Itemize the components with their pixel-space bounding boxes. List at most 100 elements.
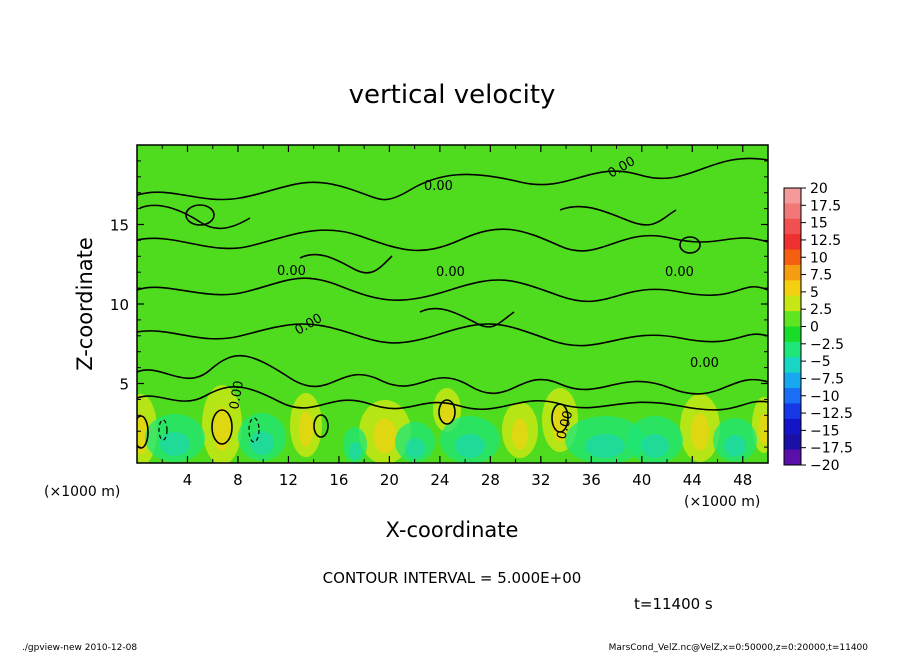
chart-title: vertical velocity	[349, 80, 556, 110]
downdraft-core	[405, 438, 425, 458]
colorbar-label: −20	[810, 458, 840, 474]
colorbar-label: −12.5	[810, 406, 853, 422]
colorbar-swatch	[784, 249, 801, 266]
contour-value-label: 0.00	[424, 179, 453, 194]
footer-right: MarsCond_VelZ.nc@VelZ,x=0:50000,z=0:2000…	[609, 643, 869, 653]
contour-value-label: 0.00	[665, 265, 694, 280]
colorbar-swatch	[784, 188, 801, 204]
y-axis-title: Z-coordinate	[73, 237, 97, 371]
colorbar-label: −10	[810, 389, 840, 405]
updraft-core	[551, 406, 569, 442]
x-tick-label: 24	[430, 471, 449, 489]
colorbar-label: 2.5	[810, 302, 832, 318]
colorbar-label: 10	[810, 250, 828, 266]
colorbar-swatch	[784, 311, 801, 327]
x-tick-label: 8	[233, 471, 243, 489]
colorbar-label: −15	[810, 423, 840, 439]
colorbar-label: 12.5	[810, 233, 841, 249]
updraft-core	[758, 413, 768, 445]
x-ticks: 4 8 12 16 20 24 28 32 36 40 44 48	[161, 145, 752, 489]
downdraft-core	[160, 432, 190, 456]
x-tick-label: 44	[683, 471, 702, 489]
x-tick-label: 32	[531, 471, 550, 489]
contour-line	[299, 253, 393, 274]
contour-interval-text: CONTOUR INTERVAL = 5.000E+00	[323, 569, 582, 587]
colorbar-label: −5	[810, 354, 831, 370]
downdraft-core	[349, 442, 361, 460]
contour-value-label: 0.00	[690, 356, 719, 371]
field-blobs	[137, 385, 768, 463]
colorbar-label: 7.5	[810, 268, 832, 284]
colorbar-swatch	[784, 372, 801, 389]
colorbar-label: 20	[810, 181, 828, 197]
contour-line	[559, 205, 677, 226]
downdraft-core	[455, 434, 485, 458]
updraft-core	[298, 411, 314, 447]
colorbar-swatch	[784, 203, 801, 220]
updraft-core	[511, 418, 529, 450]
colorbar-swatch	[784, 388, 801, 404]
downdraft-core	[585, 434, 625, 458]
contour-ring	[185, 204, 215, 226]
colorbar-swatch	[784, 264, 801, 281]
downdraft-core	[641, 434, 669, 458]
updraft-core	[213, 407, 231, 451]
colorbar-swatch	[784, 357, 801, 374]
contour-value-label: 0.00	[227, 380, 247, 411]
colorbar	[783, 187, 802, 466]
colorbar-swatch	[784, 403, 801, 420]
contour-value-label: 0.00	[436, 265, 465, 280]
contour-value-label: 0.00	[277, 264, 306, 279]
contour-line	[137, 323, 768, 347]
x-tick-label: 4	[183, 471, 193, 489]
contour-ring	[679, 236, 701, 254]
contour-line	[419, 307, 515, 328]
updraft-core	[691, 413, 709, 451]
contour-ring	[137, 415, 149, 449]
contour-ring	[313, 414, 329, 438]
x-unit-right: (×1000 m)	[684, 494, 760, 510]
contour-ring	[551, 403, 569, 433]
x-tick-label: 28	[481, 471, 500, 489]
y-tick-label: 15	[110, 217, 129, 235]
x-unit-left: (×1000 m)	[44, 484, 120, 500]
colorbar-label: 15	[810, 216, 828, 232]
colorbar-label: 0	[810, 320, 819, 336]
contour-line	[137, 355, 768, 395]
y-tick-label: 5	[119, 376, 129, 394]
updraft-core	[373, 418, 397, 454]
colorbar-swatch	[784, 341, 801, 358]
x-tick-label: 36	[582, 471, 601, 489]
colorbar-swatch	[784, 449, 801, 466]
x-tick-label: 40	[632, 471, 651, 489]
contour-line	[137, 277, 768, 303]
colorbar-label: 5	[810, 285, 819, 301]
colorbar-swatch	[784, 280, 801, 297]
contour-line	[137, 157, 768, 201]
negative-contour	[158, 419, 168, 441]
y-tick-label: 10	[110, 296, 129, 314]
contour-lines	[137, 157, 768, 449]
colorbar-swatch	[784, 218, 801, 235]
colorbar-swatch	[784, 326, 801, 343]
colorbar-label: 17.5	[810, 198, 841, 214]
x-tick-label: 16	[329, 471, 348, 489]
time-label: t=11400 s	[634, 595, 713, 613]
contour-line	[137, 386, 768, 411]
updraft-core	[440, 401, 454, 427]
contour-value-label: 0.00	[554, 409, 576, 441]
colorbar-swatch	[784, 434, 801, 451]
colorbar-swatch	[784, 295, 801, 312]
contour-ring	[438, 399, 456, 425]
x-tick-label: 20	[380, 471, 399, 489]
colorbar-swatch	[784, 234, 801, 250]
colorbar-label: −7.5	[810, 371, 844, 387]
contour-line	[139, 204, 251, 230]
plot-area	[137, 145, 768, 463]
colorbar-label: −2.5	[810, 337, 844, 353]
contour-ring	[211, 409, 233, 445]
x-tick-label: 12	[279, 471, 298, 489]
negative-contour	[248, 417, 260, 443]
